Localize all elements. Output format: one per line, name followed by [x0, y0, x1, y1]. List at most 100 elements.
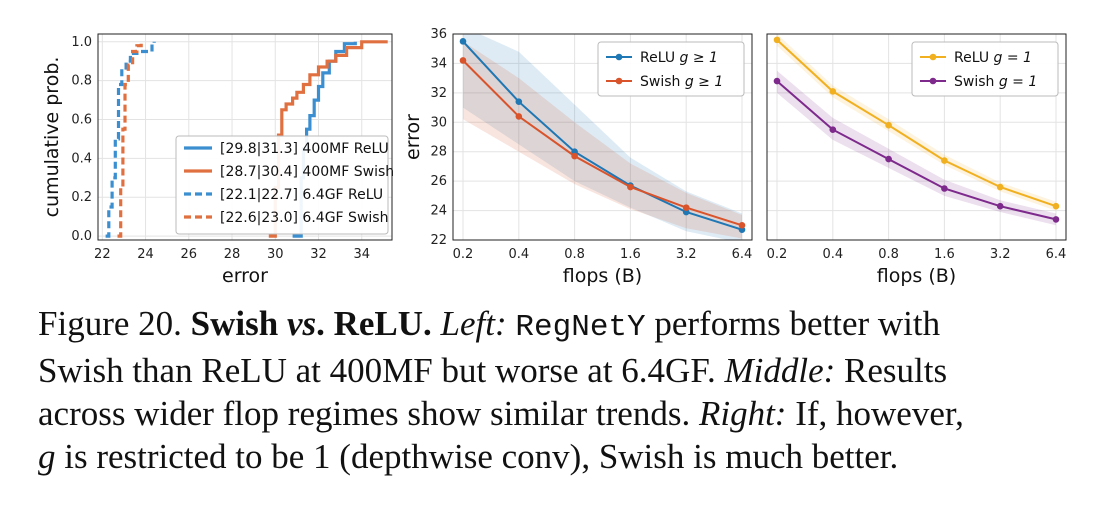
y-tick-label: 26 [430, 174, 447, 189]
data-point [885, 155, 892, 163]
legend-label: ReLU g ≥ 1 [640, 50, 718, 66]
x-tick-label: 30 [267, 247, 284, 262]
x-tick-label: 6.4 [1046, 247, 1067, 262]
caption-right-label: Right: [698, 394, 787, 433]
y-tick-label: 0.2 [71, 190, 92, 205]
legend-box [597, 41, 745, 97]
x-tick-label: 0.8 [878, 247, 899, 262]
plot-frame [97, 33, 393, 241]
caption-line3-rest: If, however, [795, 394, 964, 433]
x-axis-label: error [222, 265, 268, 287]
data-point [1052, 202, 1060, 210]
x-tick-label: 24 [137, 247, 154, 262]
legend-label-name: ReLU [954, 50, 994, 66]
caption-title-vs: vs [286, 304, 317, 343]
y-tick-label: 34 [430, 56, 447, 71]
data-point [941, 157, 948, 164]
x-tick-label: 0.8 [564, 247, 585, 262]
y-tick-label: 1.0 [71, 35, 92, 50]
caption-g-variable: g [38, 437, 56, 476]
y-tick-label: 0.0 [71, 229, 92, 244]
data-point [459, 57, 467, 64]
legend-marker [615, 77, 623, 85]
y-axis-label: error [402, 114, 424, 160]
x-tick-label: 28 [224, 247, 241, 262]
legend-label: ReLU g = 1 [954, 50, 1032, 66]
figure-caption: Figure 20. Swish vs. ReLU. Left: RegNetY… [38, 302, 1088, 478]
series-line [776, 80, 1057, 221]
x-tick-label: 0.2 [767, 247, 788, 262]
series-line [776, 39, 1057, 208]
data-point [1052, 216, 1060, 223]
legend-box [175, 135, 389, 235]
y-tick-label: 24 [430, 204, 447, 219]
plot-area [773, 34, 1060, 226]
y-tick-label: 0.6 [71, 113, 92, 128]
x-tick-label: 0.4 [508, 247, 529, 262]
y-tick-label: 0.8 [71, 74, 92, 89]
x-tick-label: 32 [310, 247, 327, 262]
series-confidence-band [777, 34, 1056, 211]
x-tick-label: 26 [181, 247, 198, 262]
legend-label-math: g ≥ 1 [685, 74, 723, 90]
caption-title-relu: . ReLU. [316, 304, 432, 343]
legend-label-math: g = 1 [999, 74, 1037, 90]
x-tick-label: 0.2 [453, 247, 474, 262]
caption-line-2: Swish than ReLU at 400MF but worse at 6.… [38, 349, 1088, 392]
caption-line2-text: Swish than ReLU at 400MF but worse at 6.… [38, 351, 716, 390]
y-tick-label: 22 [430, 233, 447, 248]
data-point [996, 183, 1004, 191]
legend-label-name: Swish [640, 74, 685, 90]
legend-marker [615, 53, 623, 61]
legend-box [911, 41, 1059, 97]
plot-frame [452, 33, 753, 241]
caption-title-swish: Swish [190, 304, 279, 343]
legend-label: [22.1|22.7] 6.4GF ReLU [220, 187, 383, 203]
legend-label-name: ReLU [640, 50, 680, 66]
x-tick-label: 0.4 [822, 247, 843, 262]
legend-label-name: Swish [954, 74, 999, 90]
x-tick-label: 6.4 [732, 247, 753, 262]
caption-model-name: RegNetY [515, 310, 646, 345]
series-line [268, 40, 388, 238]
plot-frame [766, 33, 1067, 241]
data-point [627, 183, 634, 191]
figure-panels: 22 24 26 28 30 32 34 0.0 0.2 0.4 0.6 0.8 1.0 error cum… [41, 27, 1067, 287]
legend-label: [29.8|31.3] 400MF ReLU [220, 141, 389, 157]
data-point [682, 204, 690, 211]
series-line [462, 40, 743, 231]
y-tick-label: 0.4 [71, 151, 92, 166]
legend-marker [929, 77, 937, 85]
caption-line-3: across wider flop regimes show similar t… [38, 392, 1088, 435]
x-tick-label: 22 [94, 247, 111, 262]
y-tick-label: 32 [430, 86, 447, 101]
data-point [885, 121, 892, 129]
data-point [773, 36, 781, 44]
middle-error-vs-flops-panel: 0.2 0.4 0.8 1.6 3.2 6.4 22 24 26 28 30 32 34 36 flops … [402, 27, 753, 287]
legend-label: Swish g = 1 [954, 74, 1037, 90]
x-axis-label: flops (B) [563, 265, 642, 287]
data-point [829, 126, 837, 133]
caption-line2-rest: Results [844, 351, 948, 390]
y-tick-label: 30 [430, 115, 447, 130]
data-point [996, 202, 1004, 210]
caption-middle-label: Middle: [724, 351, 836, 390]
data-point [459, 38, 467, 45]
x-tick-label: 3.2 [990, 247, 1011, 262]
caption-line4-text: is restricted to be 1 (depthwise conv), … [64, 437, 899, 476]
series-line [105, 41, 156, 238]
legend-label-math: g = 1 [994, 50, 1032, 66]
series-confidence-band [463, 34, 742, 240]
caption-left-label: Left: [440, 304, 507, 343]
left-cdf-panel: 22 24 26 28 30 32 34 0.0 0.2 0.4 0.6 0.8 1.0 error cum… [41, 33, 394, 287]
x-tick-label: 34 [353, 247, 370, 262]
data-point [941, 185, 948, 192]
legend-label: Swish g ≥ 1 [640, 74, 723, 90]
legend-label: [22.6|23.0] 6.4GF Swish [220, 210, 388, 226]
data-point [571, 152, 578, 160]
y-axis-label: cumulative prob. [41, 57, 63, 218]
caption-line-1: Figure 20. Swish vs. ReLU. Left: RegNetY… [38, 302, 1088, 349]
series-confidence-band [463, 41, 742, 239]
caption-line1-text: performs better with [654, 304, 941, 343]
